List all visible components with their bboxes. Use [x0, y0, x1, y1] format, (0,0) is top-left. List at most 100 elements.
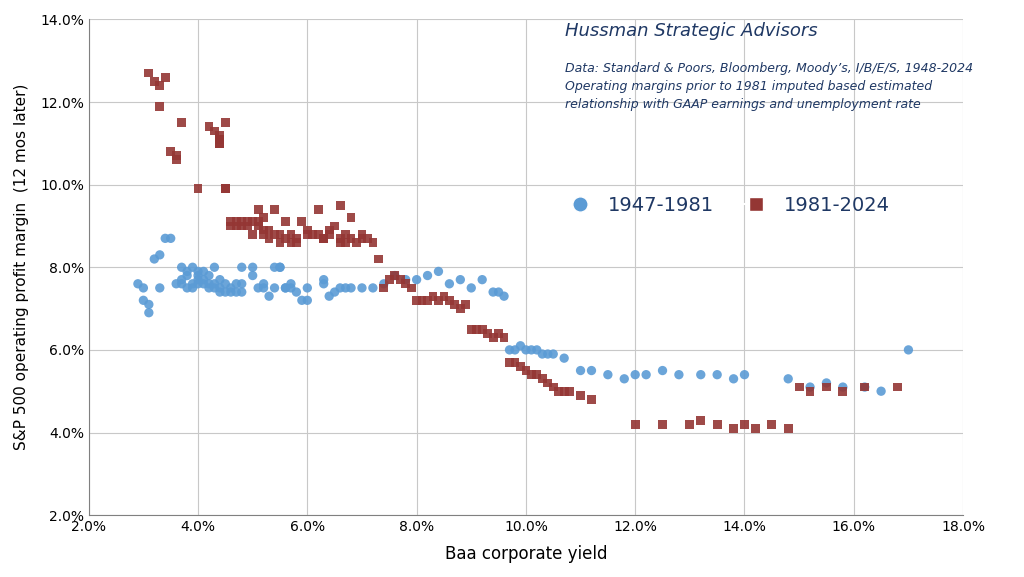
- Point: [709, 419, 725, 429]
- Point: [736, 419, 753, 429]
- Point: [420, 271, 436, 280]
- Point: [889, 383, 905, 392]
- Point: [485, 287, 502, 297]
- Point: [163, 234, 179, 243]
- Point: [310, 205, 327, 214]
- Point: [206, 126, 222, 136]
- Point: [233, 263, 250, 272]
- Point: [441, 295, 458, 305]
- Legend: 1947-1981, 1981-2024: 1947-1981, 1981-2024: [553, 188, 897, 222]
- Point: [271, 263, 288, 272]
- Point: [387, 271, 403, 280]
- Point: [523, 345, 540, 354]
- Point: [201, 279, 217, 288]
- Point: [370, 254, 386, 264]
- Point: [321, 230, 337, 239]
- Point: [518, 366, 535, 375]
- Point: [353, 283, 370, 293]
- Point: [502, 358, 518, 367]
- Point: [381, 275, 397, 284]
- Point: [545, 383, 561, 392]
- Point: [315, 275, 332, 284]
- Point: [299, 230, 315, 239]
- Point: [490, 329, 507, 338]
- Point: [250, 205, 266, 214]
- Point: [479, 329, 496, 338]
- Point: [420, 295, 436, 305]
- Point: [283, 279, 299, 288]
- Point: [212, 138, 228, 148]
- Point: [528, 345, 545, 354]
- Point: [266, 230, 283, 239]
- Point: [348, 238, 365, 247]
- Point: [856, 383, 872, 392]
- Point: [278, 283, 294, 293]
- Point: [332, 234, 348, 243]
- Point: [572, 391, 589, 400]
- Point: [278, 283, 294, 293]
- Point: [310, 230, 327, 239]
- Point: [321, 291, 337, 301]
- Point: [430, 267, 446, 276]
- Point: [140, 69, 157, 78]
- Point: [299, 295, 315, 305]
- Point: [469, 325, 485, 334]
- Point: [299, 226, 315, 235]
- Point: [250, 283, 266, 293]
- Point: [278, 217, 294, 226]
- Point: [474, 275, 490, 284]
- Text: Data: Standard & Poors, Bloomberg, Moody’s, I/B/E/S, 1948-2024
Operating margins: Data: Standard & Poors, Bloomberg, Moody…: [565, 62, 974, 111]
- Point: [271, 238, 288, 247]
- Point: [627, 370, 643, 379]
- Point: [392, 275, 409, 284]
- Point: [584, 395, 600, 404]
- Point: [173, 263, 189, 272]
- Point: [255, 226, 271, 235]
- Point: [551, 387, 567, 396]
- Point: [654, 419, 671, 429]
- Point: [250, 217, 266, 226]
- Point: [179, 283, 196, 293]
- Point: [802, 387, 818, 396]
- Point: [201, 271, 217, 280]
- Point: [463, 283, 479, 293]
- Point: [791, 383, 807, 392]
- Point: [376, 283, 392, 293]
- Point: [239, 217, 255, 226]
- Point: [528, 370, 545, 379]
- Point: [266, 283, 283, 293]
- Point: [233, 279, 250, 288]
- Point: [157, 73, 173, 82]
- Point: [397, 279, 414, 288]
- Point: [294, 217, 310, 226]
- Point: [332, 283, 348, 293]
- Point: [463, 325, 479, 334]
- Point: [409, 295, 425, 305]
- Point: [278, 234, 294, 243]
- Point: [283, 238, 299, 247]
- Point: [535, 350, 551, 359]
- Point: [168, 155, 184, 164]
- Point: [600, 370, 616, 379]
- Point: [512, 341, 528, 350]
- Point: [835, 383, 851, 392]
- Point: [409, 275, 425, 284]
- Point: [353, 230, 370, 239]
- Point: [430, 295, 446, 305]
- Point: [403, 283, 420, 293]
- Point: [168, 151, 184, 160]
- Point: [189, 279, 206, 288]
- Point: [189, 267, 206, 276]
- Point: [638, 370, 654, 379]
- Point: [327, 287, 343, 297]
- Point: [152, 283, 168, 293]
- Point: [233, 287, 250, 297]
- Point: [343, 234, 359, 243]
- Point: [217, 184, 233, 193]
- Point: [173, 118, 189, 128]
- Point: [168, 279, 184, 288]
- Point: [271, 230, 288, 239]
- Point: [184, 263, 201, 272]
- Point: [245, 217, 261, 226]
- Point: [152, 250, 168, 260]
